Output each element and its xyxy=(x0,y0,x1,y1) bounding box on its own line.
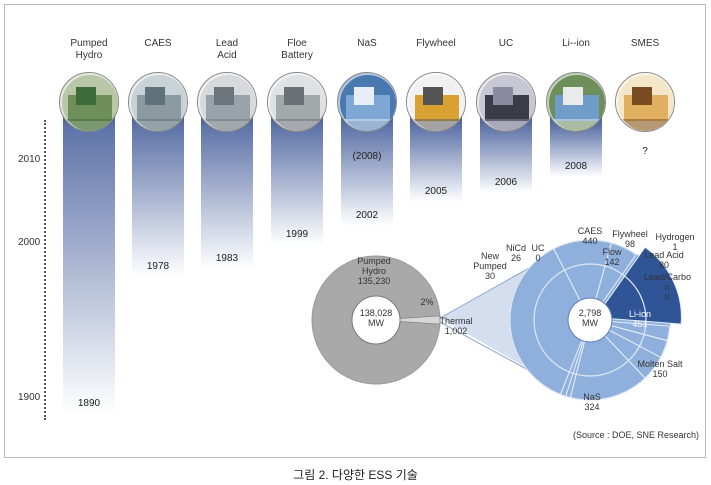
tech-label: Pumped Hydro xyxy=(70,38,108,61)
year-label: 1983 xyxy=(215,253,239,265)
pie-center-hole xyxy=(351,295,401,345)
figure-frame xyxy=(4,4,706,458)
tech-photo xyxy=(546,72,606,132)
tech-label: SMES xyxy=(630,38,660,49)
year-label: 1999 xyxy=(285,228,309,240)
tech-photo xyxy=(128,72,188,132)
tech-photo xyxy=(59,72,119,132)
pie-label-3: Li-ion 451 xyxy=(628,309,651,329)
tech-photo xyxy=(337,72,397,132)
pie-label-2: Molten Salt 150 xyxy=(637,359,683,379)
pie-slice xyxy=(509,248,591,396)
tech-label: Floe Battery xyxy=(281,38,313,61)
year-label: 2008 xyxy=(564,160,588,172)
pie-label-9: CAES 440 xyxy=(577,226,603,246)
pie-inner-ring xyxy=(533,263,647,377)
year-label: ? xyxy=(642,146,648,157)
tech-photo xyxy=(267,72,327,132)
pie-label-6: Hydrogen 1 xyxy=(655,232,695,252)
tech-label: Li--ion xyxy=(562,38,590,49)
year-note: (2008) xyxy=(352,151,382,162)
pie-label-5: Lead Acid 80 xyxy=(644,250,684,270)
year-label: 1978 xyxy=(146,261,170,273)
axis-tick-1900: 1900 xyxy=(18,392,41,403)
tech-label: Flywheel xyxy=(416,38,456,49)
pie-label-share: 2% xyxy=(420,297,434,307)
pie-label-1: NaS 324 xyxy=(583,392,601,412)
tech-label: NaS xyxy=(357,38,377,49)
pie-center-hole-blue xyxy=(567,297,613,343)
pie-label-pumped-hydro: Pumped Hydro 135,230 xyxy=(357,256,391,286)
pie-slice xyxy=(594,246,682,325)
tech-photo xyxy=(406,72,466,132)
tech-photo xyxy=(197,72,257,132)
year-label: 2002 xyxy=(355,210,379,222)
pie-slice-other xyxy=(375,315,441,325)
year-label: 2005 xyxy=(424,185,448,197)
year-label: 1890 xyxy=(77,397,101,409)
source-note: (Source : DOE, SNE Research) xyxy=(572,430,699,440)
tech-photo xyxy=(476,72,536,132)
tech-label: UC xyxy=(498,38,514,49)
figure-caption: 그림 2. 다양한 ESS 기술 xyxy=(293,468,418,482)
pie-label-8: Flow 142 xyxy=(602,247,622,267)
timeline-bar xyxy=(63,102,115,414)
axis-tick-2010: 2010 xyxy=(18,154,41,165)
pie-center-label-blue: 2,798 MW xyxy=(578,308,602,328)
pie-label-12: New Pumped 30 xyxy=(473,251,507,281)
pie-center-label: 138,028 MW xyxy=(359,308,393,328)
tech-photo xyxy=(615,72,675,132)
pie-label-11: NiCd 26 xyxy=(505,243,526,263)
pie-label-0: Thermal 1,002 xyxy=(439,316,473,336)
year-label: 2006 xyxy=(494,177,518,189)
axis-tick-2000: 2000 xyxy=(18,237,41,248)
pie-label-7: Flywheel 98 xyxy=(612,229,648,249)
time-axis-dotted-line xyxy=(44,120,46,420)
pie-label-10: UC 0 xyxy=(531,243,545,263)
tech-label: Lead Acid xyxy=(215,38,239,61)
pie-label-4: Lead/Carbo n 0 xyxy=(644,272,692,302)
tech-label: CAES xyxy=(144,38,172,49)
